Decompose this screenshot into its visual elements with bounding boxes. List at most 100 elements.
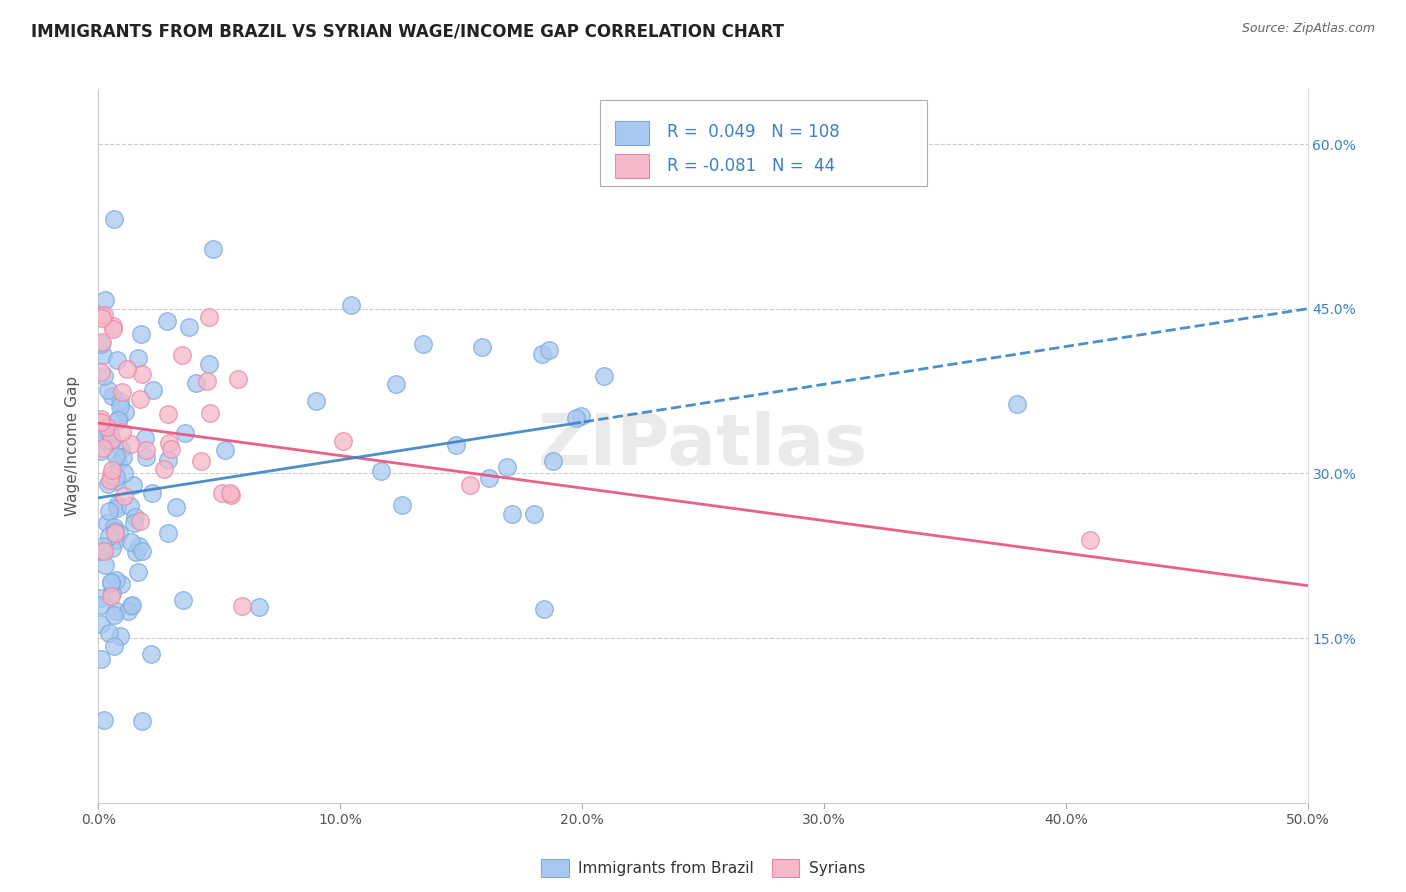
Point: [101, 321, 124, 335]
Point: [105, 352, 128, 367]
Point: [100, 468, 122, 483]
Point: [93, 308, 115, 322]
Point: [110, 576, 132, 591]
Point: [247, 600, 270, 615]
Point: [172, 592, 194, 607]
Point: [142, 383, 165, 397]
Point: [98, 529, 121, 543]
Legend: Immigrants from Brazil, Syrians: Immigrants from Brazil, Syrians: [536, 854, 870, 883]
Point: [198, 357, 221, 371]
Point: [593, 368, 616, 383]
Bar: [614, 121, 648, 145]
Point: [131, 543, 153, 558]
Point: [537, 343, 560, 358]
Point: [460, 478, 482, 492]
Point: [91, 334, 114, 349]
Point: [115, 361, 138, 376]
Point: [478, 471, 501, 485]
Point: [565, 411, 588, 425]
Point: [332, 434, 354, 449]
Point: [105, 470, 128, 484]
Point: [101, 463, 124, 477]
Point: [218, 486, 240, 500]
Point: [97, 625, 120, 640]
Point: [128, 539, 150, 553]
Point: [107, 411, 129, 425]
Point: [129, 326, 152, 341]
Point: [165, 500, 187, 515]
Point: [90, 652, 112, 666]
Point: [118, 499, 141, 513]
Point: [104, 474, 127, 488]
Point: [98, 474, 121, 488]
Point: [100, 433, 122, 447]
Point: [90, 365, 112, 379]
Point: [94, 433, 117, 447]
Point: [104, 525, 127, 540]
Point: [141, 485, 163, 500]
Point: [134, 431, 156, 445]
Point: [174, 425, 197, 440]
Point: [112, 489, 135, 503]
Point: [97, 477, 120, 491]
Point: [103, 639, 125, 653]
Point: [103, 608, 125, 623]
Point: [384, 377, 406, 392]
Point: [219, 488, 242, 502]
Point: [370, 464, 392, 478]
Point: [131, 714, 153, 728]
Point: [100, 575, 122, 590]
Point: [1078, 533, 1101, 547]
Point: [523, 507, 546, 521]
Point: [108, 399, 131, 413]
Point: [93, 369, 115, 384]
Point: [471, 340, 494, 354]
Point: [121, 599, 143, 613]
Point: [128, 392, 150, 406]
Point: [91, 347, 114, 361]
Point: [157, 526, 180, 541]
Point: [107, 456, 129, 470]
Text: Source: ZipAtlas.com: Source: ZipAtlas.com: [1241, 22, 1375, 36]
Point: [159, 442, 181, 456]
Point: [96, 425, 118, 439]
Point: [112, 450, 135, 465]
Point: [94, 558, 117, 573]
Point: [105, 498, 128, 512]
Point: [122, 478, 145, 492]
Point: [107, 525, 129, 540]
Point: [135, 442, 157, 457]
Point: [107, 413, 129, 427]
Point: [228, 372, 250, 386]
Point: [211, 486, 233, 500]
Point: [135, 450, 157, 464]
Point: [101, 541, 124, 556]
Point: [131, 368, 153, 382]
Point: [120, 599, 142, 613]
Point: [1007, 397, 1029, 411]
Point: [103, 519, 125, 533]
Point: [214, 442, 236, 457]
Point: [541, 454, 564, 468]
Point: [501, 507, 523, 521]
Point: [571, 409, 593, 423]
Point: [91, 426, 114, 441]
Point: [184, 376, 207, 390]
Text: IMMIGRANTS FROM BRAZIL VS SYRIAN WAGE/INCOME GAP CORRELATION CHART: IMMIGRANTS FROM BRAZIL VS SYRIAN WAGE/IN…: [31, 22, 785, 40]
Text: ZIPatlas: ZIPatlas: [538, 411, 868, 481]
Point: [195, 374, 218, 388]
Point: [111, 425, 134, 440]
Point: [124, 516, 146, 530]
Point: [127, 351, 149, 365]
Point: [125, 544, 148, 558]
Point: [105, 501, 128, 516]
Point: [101, 319, 124, 334]
Point: [104, 450, 127, 464]
Point: [100, 389, 122, 403]
Point: [100, 574, 122, 589]
Point: [91, 311, 114, 326]
Point: [120, 437, 142, 451]
Point: [96, 516, 118, 530]
Point: [200, 406, 222, 420]
Point: [304, 393, 326, 408]
